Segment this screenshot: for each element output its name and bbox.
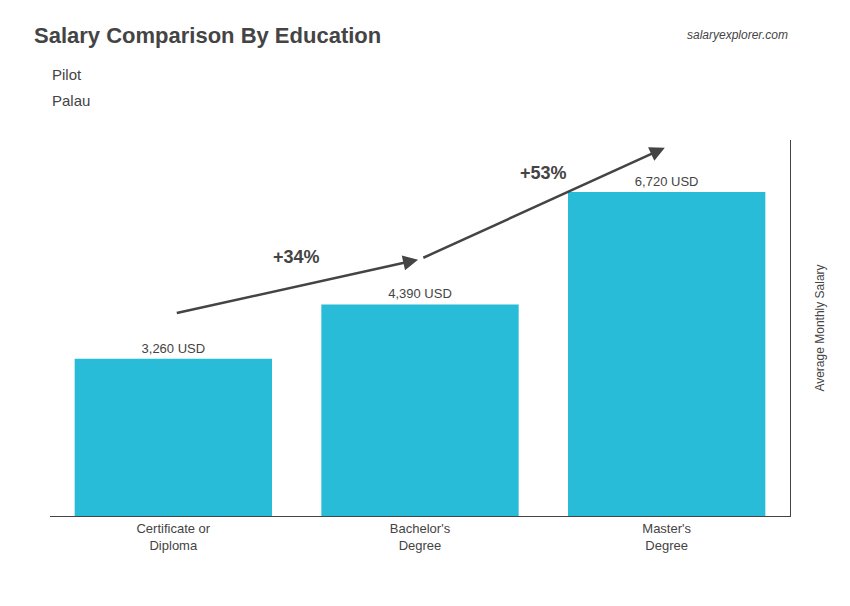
svg-text:6,720 USD: 6,720 USD xyxy=(635,174,699,189)
svg-text:Palau: Palau xyxy=(52,92,90,109)
svg-text:Average Monthly Salary: Average Monthly Salary xyxy=(813,264,827,391)
svg-text:Master'sDegree: Master'sDegree xyxy=(642,521,691,553)
svg-text:+53%: +53% xyxy=(520,163,567,183)
svg-text:3,260 USD: 3,260 USD xyxy=(142,341,206,356)
svg-text:Bachelor'sDegree: Bachelor'sDegree xyxy=(390,521,451,553)
svg-text:salaryexplorer.com: salaryexplorer.com xyxy=(687,28,788,42)
svg-text:+34%: +34% xyxy=(273,247,320,267)
svg-text:Salary Comparison By Education: Salary Comparison By Education xyxy=(34,23,381,48)
svg-text:Certificate orDiploma: Certificate orDiploma xyxy=(136,521,210,553)
svg-text:4,390 USD: 4,390 USD xyxy=(388,286,452,301)
svg-text:Pilot: Pilot xyxy=(52,66,82,83)
